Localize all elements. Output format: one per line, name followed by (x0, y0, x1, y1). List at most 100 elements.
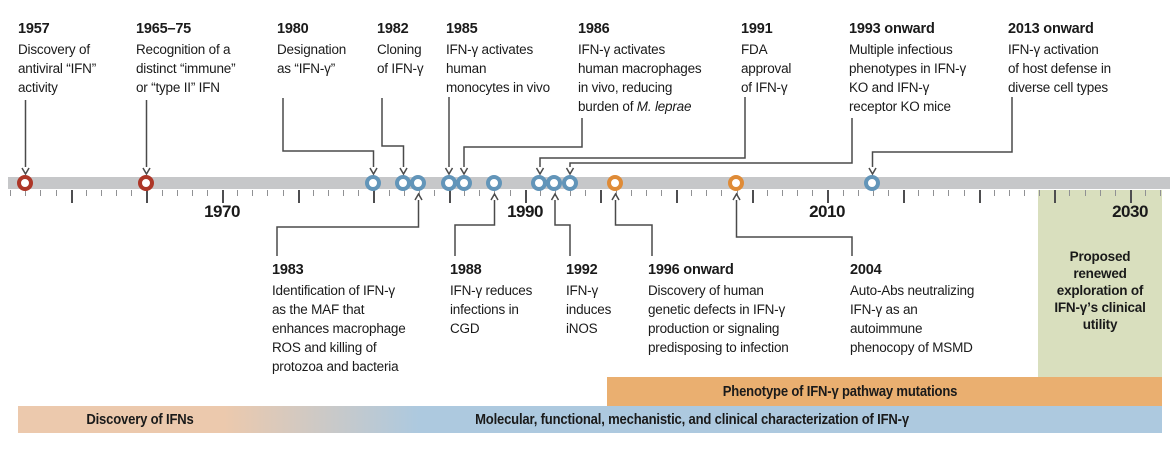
connector-1982 (382, 98, 404, 167)
axis-tick-minor (25, 190, 26, 196)
event-1991-text: of IFN-γ (741, 78, 791, 97)
connector-1991-arrowhead (537, 168, 544, 174)
event-1988-year: 1988 (450, 260, 532, 281)
event-1988: 1988 IFN-γ reduces infections in CGD (450, 260, 532, 338)
event-1985-text: monocytes in vivo (446, 78, 550, 97)
connector-1993 (570, 118, 852, 167)
axis-tick-minor (782, 190, 783, 196)
axis-tick-minor (585, 190, 586, 196)
axis-tick-minor (192, 190, 193, 196)
future-projection-label: Proposed renewed exploration of IFN-γ’s … (1051, 248, 1149, 333)
axis-tick-minor (389, 190, 390, 196)
event-1965-75-text: distinct “immune” (136, 59, 235, 78)
event-2004-text: phenocopy of MSMD (850, 338, 974, 357)
event-2013-text: IFN-γ activation (1008, 40, 1111, 59)
axis-tick-minor (479, 190, 480, 196)
event-2013-text: diverse cell types (1008, 78, 1111, 97)
event-1983-text: protozoa and bacteria (272, 357, 406, 376)
event-1983-text: as the MAF that (272, 300, 406, 319)
axis-tick-minor (646, 190, 647, 196)
axis-tick-minor (56, 190, 57, 196)
axis-tick-major (903, 190, 905, 203)
connector-1993-arrowhead (567, 168, 574, 174)
event-marker-1988 (486, 175, 502, 191)
axis-tick-minor (721, 190, 722, 196)
axis-tick-minor (812, 190, 813, 196)
axis-tick-minor (616, 190, 617, 196)
connector-1992 (555, 200, 570, 256)
connector-1986-arrowhead (461, 168, 468, 174)
axis-tick-minor (1069, 190, 1070, 196)
event-1992: 1992 IFN-γ induces iNOS (566, 260, 611, 338)
event-1996-text: predisposing to infection (648, 338, 789, 357)
event-1980: 1980 Designation as “IFN-γ” (277, 19, 346, 78)
event-2013-text: of host defense in (1008, 59, 1111, 78)
event-marker-2004 (728, 175, 744, 191)
event-1980-text: Designation (277, 40, 346, 59)
event-1985: 1985 IFN-γ activates human monocytes in … (446, 19, 550, 97)
axis-tick-minor (464, 190, 465, 196)
event-1965-75-text: or “type II” IFN (136, 78, 235, 97)
axis-tick-minor (40, 190, 41, 196)
event-1985-text: human (446, 59, 550, 78)
event-1983-text: Identification of IFN-γ (272, 281, 406, 300)
axis-tick-minor (101, 190, 102, 196)
event-1996-onward: 1996 onward Discovery of human genetic d… (648, 260, 789, 357)
axis-tick-minor (888, 190, 889, 196)
axis-tick-minor (706, 190, 707, 196)
axis-tick-minor (1115, 190, 1116, 196)
event-1983-text: enhances macrophage (272, 319, 406, 338)
axis-tick-minor (858, 190, 859, 196)
axis-tick-minor (328, 190, 329, 196)
axis-tick-minor (873, 190, 874, 196)
event-1983: 1983 Identification of IFN-γ as the MAF … (272, 260, 406, 376)
event-1992-year: 1992 (566, 260, 611, 281)
event-1986-text: human macrophages (578, 59, 701, 78)
event-1993-onward: 1993 onward Multiple infectious phenotyp… (849, 19, 966, 116)
axis-tick-minor (1009, 190, 1010, 196)
event-2004-text: autoimmune (850, 319, 974, 338)
event-marker-1991 (531, 175, 547, 191)
event-marker-1992 (546, 175, 562, 191)
connector-1988 (455, 200, 495, 256)
event-1991: 1991 FDA approval of IFN-γ (741, 19, 791, 97)
axis-tick-minor (177, 190, 178, 196)
axis-tick-minor (843, 190, 844, 196)
event-1965-75: 1965–75 Recognition of a distinct “immun… (136, 19, 235, 97)
axis-tick-minor (494, 190, 495, 196)
event-1992-text: induces (566, 300, 611, 319)
era-label-molecular: Molecular, functional, mechanistic, and … (283, 406, 1101, 433)
event-marker-2013 (864, 175, 880, 191)
event-marker-1996 (607, 175, 623, 191)
event-1993-year: 1993 onward (849, 19, 966, 40)
axis-label-2010: 2010 (797, 202, 857, 222)
axis-tick-major (146, 190, 148, 203)
connector-1965-arrowhead (143, 168, 150, 174)
axis-tick-minor (994, 190, 995, 196)
connector-1986 (464, 118, 582, 167)
axis-tick-major (676, 190, 678, 203)
event-1980-year: 1980 (277, 19, 346, 40)
axis-tick-major (449, 190, 451, 203)
era-label-discovery: Discovery of IFNs (34, 406, 246, 433)
axis-tick-minor (116, 190, 117, 196)
axis-tick-minor (131, 190, 132, 196)
event-1986: 1986 IFN-γ activates human macrophages i… (578, 19, 701, 116)
event-1985-text: IFN-γ activates (446, 40, 550, 59)
axis-tick-minor (237, 190, 238, 196)
axis-tick-minor (1039, 190, 1040, 196)
event-1991-text: FDA (741, 40, 791, 59)
event-1993-text: phenotypes in IFN-γ (849, 59, 966, 78)
axis-tick-minor (631, 190, 632, 196)
axis-tick-minor (510, 190, 511, 196)
timeline-bar (8, 177, 1170, 189)
connector-1980-arrowhead (370, 168, 377, 174)
event-marker-1985 (441, 175, 457, 191)
event-1992-text: IFN-γ (566, 281, 611, 300)
event-marker-1957 (17, 175, 33, 191)
connector-1957-arrowhead (22, 168, 29, 174)
axis-tick-major (298, 190, 300, 203)
axis-tick-minor (918, 190, 919, 196)
event-1986-text: in vivo, reducing (578, 78, 701, 97)
event-2013-onward: 2013 onward IFN-γ activation of host def… (1008, 19, 1111, 97)
